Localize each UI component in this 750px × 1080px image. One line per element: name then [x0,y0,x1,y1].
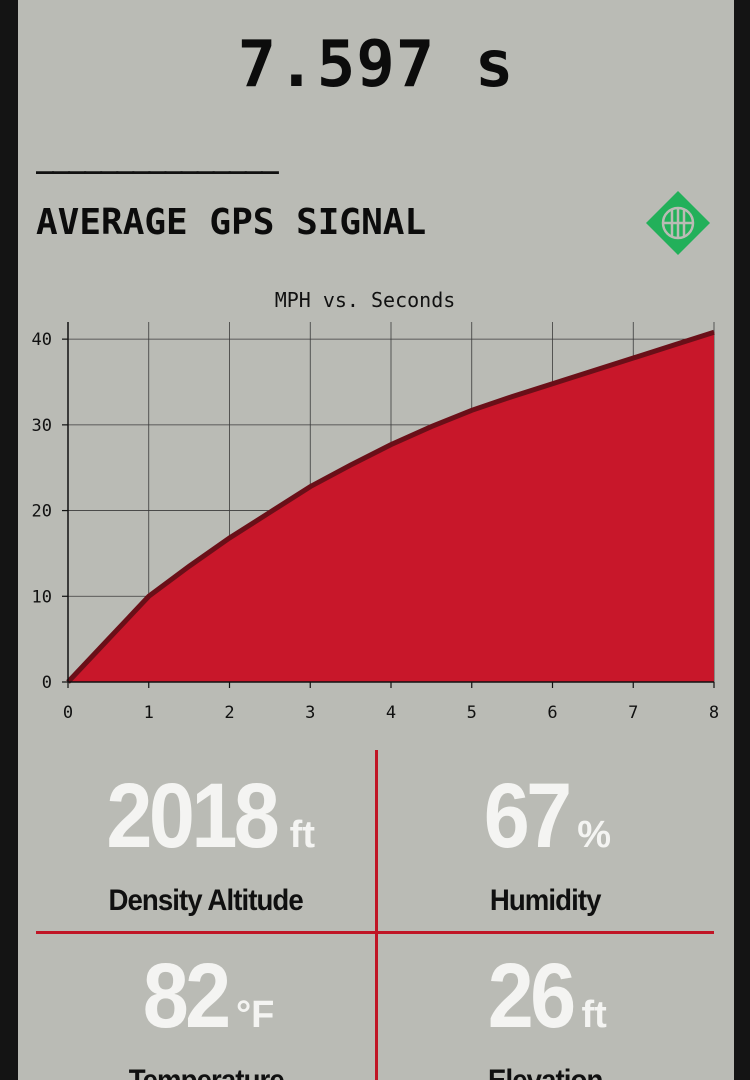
stat-label: Elevation [488,1064,603,1080]
stat-temperature: 82°F Temperature [36,950,376,1080]
stat-unit: °F [235,994,275,1036]
y-tick-label: 40 [32,330,52,350]
chart-area-series [66,329,715,684]
section-title: AVERAGE GPS SIGNAL [36,202,427,243]
stat-label: Density Altitude [108,884,304,917]
x-axis-ticks: 0 1 2 3 4 5 6 7 8 [63,682,719,723]
data-point [632,357,634,359]
chart-title: MPH vs. Seconds [275,288,456,312]
title-divider: _______________ [36,140,279,175]
data-point [188,565,190,567]
stat-label: Humidity [489,884,602,917]
x-tick-label: 7 [628,703,638,723]
stat-value: 82 [142,945,231,1047]
data-point [148,595,150,597]
area-fill [68,332,714,682]
x-tick-label: 0 [63,703,73,723]
data-point [673,344,675,346]
stat-density-altitude: 2018 ft Density Altitude [36,770,376,918]
data-point [592,370,594,372]
stat-value: 26 [487,945,577,1047]
data-point [350,464,352,466]
x-tick-label: 6 [547,703,557,723]
data-point [713,331,715,333]
data-point [430,426,432,428]
stat-humidity: 67% Humidity [375,770,715,918]
y-tick-label: 20 [32,502,52,522]
data-point [552,383,553,385]
stat-unit: ft [581,994,607,1036]
grid-divider-horizontal [36,931,714,934]
stat-unit: ft [289,814,315,856]
stat-unit: % [577,814,612,856]
x-tick-label: 8 [709,703,719,723]
gps-signal-icon[interactable] [645,190,711,256]
x-tick-label: 4 [386,703,396,723]
app-screen: 7.597 s _______________ AVERAGE GPS SIGN… [18,0,734,1080]
stat-label: Temperature [128,1064,284,1080]
x-tick-label: 2 [224,703,234,723]
data-point [309,486,311,488]
grid-divider-vertical [375,750,378,1080]
data-point [229,537,230,539]
speed-chart: MPH vs. Seconds 0 1 2 3 4 5 6 7 8 0 10 20 30 40 [32,288,720,723]
y-axis-ticks: 0 10 20 30 40 [32,330,68,693]
stat-value: 2018 [106,765,279,867]
x-tick-label: 1 [144,703,154,723]
data-point [390,444,392,446]
data-point [107,638,109,640]
data-point [471,409,473,411]
run-time: 7.597 s [237,28,515,102]
y-tick-label: 10 [32,587,52,607]
x-tick-label: 3 [305,703,315,723]
stat-value: 67 [483,765,573,867]
y-tick-label: 0 [42,673,52,693]
data-point [269,511,271,513]
y-tick-label: 30 [32,416,52,436]
x-tick-label: 5 [467,703,477,723]
data-point [511,396,513,398]
